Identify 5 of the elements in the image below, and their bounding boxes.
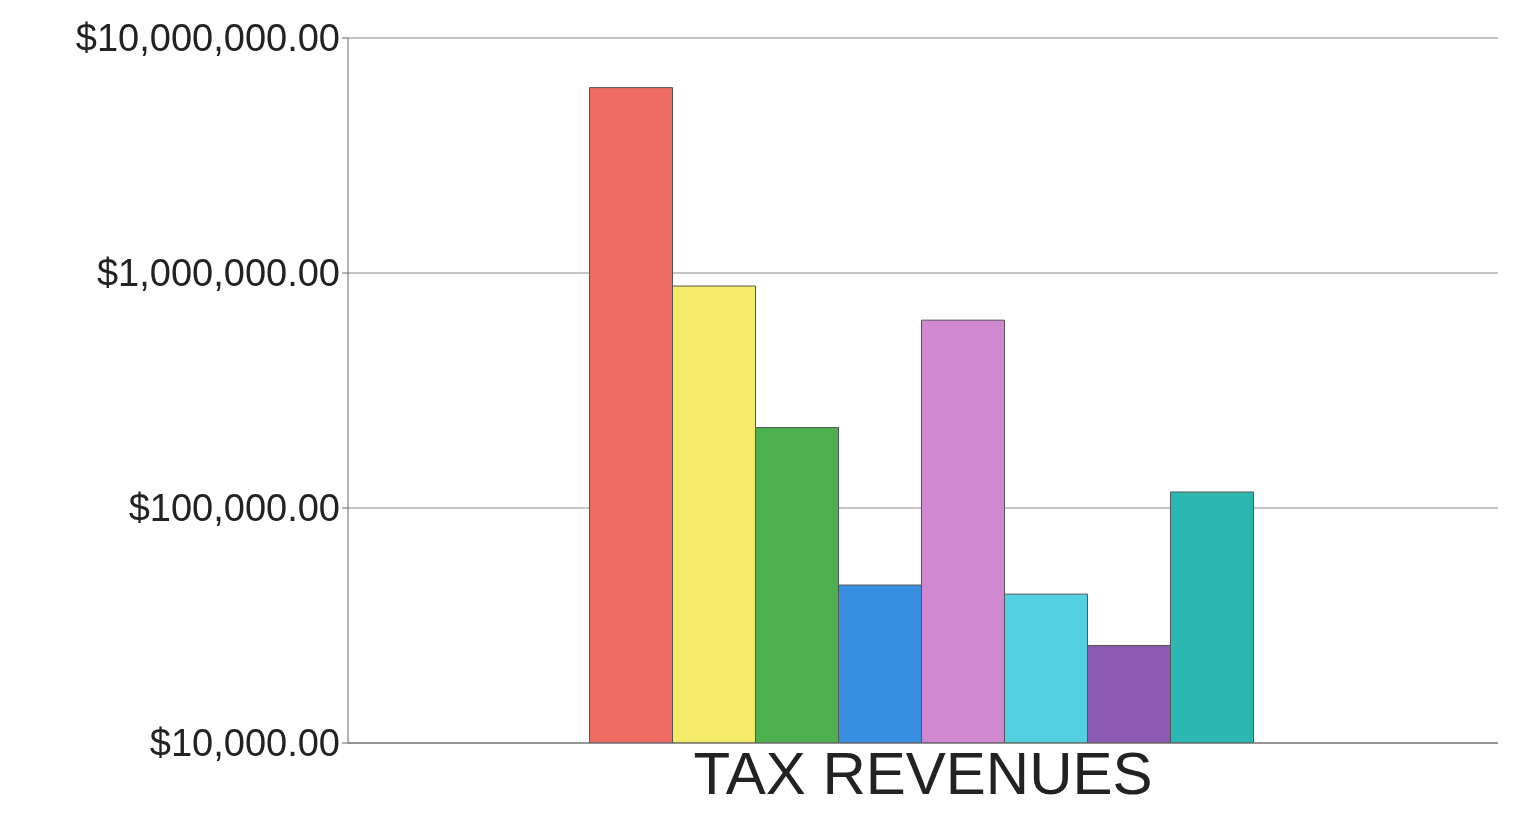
y-tick-label: $1,000,000.00 (96, 252, 340, 295)
x-tick-label: TAX REVENUES (693, 739, 1153, 807)
y-tick-label: $10,000,000.00 (75, 17, 340, 60)
y-tick-label: $100,000.00 (128, 487, 340, 530)
y-tick-label: $10,000.00 (149, 722, 340, 765)
